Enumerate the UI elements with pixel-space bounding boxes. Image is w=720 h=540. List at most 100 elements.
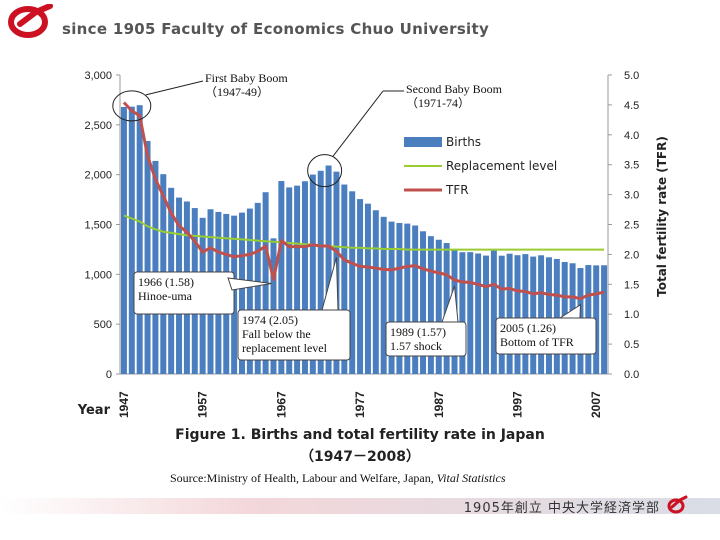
right-tick-label: 2.0 bbox=[624, 249, 639, 261]
right-tick-label: 1.5 bbox=[624, 279, 639, 291]
shock-157-text: 1.57 shock bbox=[390, 339, 442, 353]
fall-below-replacement-pointer bbox=[321, 257, 339, 311]
replacement-level-line bbox=[123, 214, 605, 251]
births-bar bbox=[301, 181, 308, 374]
right-tick-label: 2.5 bbox=[624, 220, 639, 232]
births-bar bbox=[286, 187, 293, 374]
shock-157-text: 1989 (1.57) bbox=[390, 325, 446, 339]
births-bar bbox=[396, 223, 403, 374]
births-bar bbox=[459, 252, 466, 374]
births-bar bbox=[317, 170, 324, 374]
right-tick-label: 5.0 bbox=[624, 70, 639, 82]
fall-below-replacement-text: 1974 (2.05) bbox=[242, 313, 298, 327]
left-tick-label: 2,000 bbox=[84, 170, 112, 182]
births-bar bbox=[309, 174, 316, 374]
first-baby-boom-text: （1947-49） bbox=[205, 85, 269, 99]
x-tick-label: 1967 bbox=[274, 391, 288, 418]
births-bar bbox=[545, 257, 552, 374]
x-tick-label: 1957 bbox=[196, 391, 210, 418]
fall-below-replacement-text: Fall below the bbox=[242, 327, 311, 341]
births-bar bbox=[498, 255, 505, 374]
figure-title: Figure 1. Births and total fertility rat… bbox=[175, 427, 545, 443]
bottom-tfr-pointer bbox=[558, 303, 581, 319]
births-bar bbox=[325, 165, 332, 374]
tfr-line bbox=[122, 101, 605, 301]
births-bar bbox=[506, 253, 513, 374]
chuo-university-logo-icon bbox=[8, 4, 53, 38]
x-tick-label: 1977 bbox=[353, 391, 367, 418]
fall-below-replacement-text: replacement level bbox=[242, 341, 328, 355]
fall-below-replacement-box bbox=[237, 309, 351, 361]
births-bar bbox=[364, 203, 371, 374]
births-bar bbox=[483, 255, 489, 374]
left-tick-label: 2,500 bbox=[84, 120, 112, 132]
births-bar bbox=[522, 254, 529, 374]
x-tick-label: 1997 bbox=[510, 391, 524, 418]
left-tick-label: 1,500 bbox=[84, 220, 112, 232]
left-tick-label: 3,000 bbox=[84, 70, 112, 82]
births-bar bbox=[538, 255, 545, 374]
figure-subtitle: （1947－2008） bbox=[300, 449, 420, 465]
left-tick-label: 0 bbox=[106, 369, 112, 381]
bottom-tfr-text: 2005 (1.26) bbox=[500, 321, 556, 335]
births-bar bbox=[412, 225, 419, 374]
second-baby-boom-text: （1971-74） bbox=[406, 96, 470, 110]
births-bar bbox=[601, 265, 608, 374]
legend-swatch-births bbox=[404, 137, 442, 147]
hinoe-uma-pointer bbox=[227, 277, 272, 291]
right-tick-label: 1.0 bbox=[624, 309, 639, 321]
footer-logo-icon bbox=[667, 495, 688, 514]
births-bar bbox=[349, 191, 356, 374]
source-note: Source:Ministry of Health, Labour and We… bbox=[170, 471, 506, 486]
births-bar bbox=[553, 258, 560, 374]
right-tick-label: 3.0 bbox=[624, 190, 639, 202]
births-tfr-chart: 0 500 1,000 1,500 2,000 2,500 3,000 0.0 0.5 1.0 1.… bbox=[77, 70, 669, 418]
first-baby-boom-text: First Baby Boom bbox=[205, 71, 288, 85]
births-bar bbox=[514, 255, 521, 374]
births-bar bbox=[490, 250, 497, 374]
births-bar bbox=[152, 160, 159, 374]
births-bar bbox=[380, 216, 387, 374]
births-bar bbox=[128, 106, 135, 374]
births-bar bbox=[341, 184, 348, 374]
shock-157-pointer bbox=[441, 285, 459, 323]
hinoe-uma-box bbox=[133, 271, 235, 315]
right-tick-label: 0.0 bbox=[624, 369, 639, 381]
right-tick-label: 4.0 bbox=[624, 130, 639, 142]
first-baby-boom-ellipse bbox=[112, 90, 152, 122]
births-bar bbox=[270, 238, 277, 374]
bottom-tfr-box bbox=[495, 317, 597, 355]
births-bar bbox=[278, 181, 285, 374]
births-bar bbox=[475, 253, 482, 374]
first-baby-boom-leader bbox=[145, 80, 204, 96]
second-baby-boom-ellipse bbox=[307, 154, 343, 188]
right-axis-title: Total fertility rate (TFR) bbox=[655, 136, 669, 297]
second-baby-boom-leader bbox=[332, 90, 384, 157]
births-bar bbox=[420, 231, 427, 374]
header: since 1905 Faculty of Economics Chuo Uni… bbox=[0, 0, 720, 60]
right-tick-label: 4.5 bbox=[624, 100, 639, 112]
births-bar bbox=[530, 256, 537, 374]
births-bar bbox=[144, 140, 151, 374]
x-axis-title: Year bbox=[77, 403, 111, 418]
births-bar bbox=[388, 221, 395, 374]
births-bar bbox=[427, 236, 434, 374]
legend-label-tfr: TFR bbox=[445, 183, 469, 197]
shock-157-box bbox=[385, 321, 467, 357]
legend-label-births: Births bbox=[446, 135, 481, 149]
births-bar bbox=[136, 105, 143, 374]
hinoe-uma-text: Hinoe-uma bbox=[138, 289, 193, 303]
source-publication: Vital Statistics bbox=[436, 471, 506, 485]
x-tick-label: 1947 bbox=[117, 391, 131, 418]
source-prefix: Source:Ministry of Health, Labour and We… bbox=[170, 471, 434, 485]
births-bar bbox=[467, 252, 474, 374]
left-tick-label: 500 bbox=[94, 319, 112, 331]
footer-text: 1905年創立 中央大学経済学部 bbox=[463, 501, 660, 516]
births-bar bbox=[357, 199, 364, 374]
births-bar bbox=[294, 185, 301, 374]
legend-label-replacement: Replacement level bbox=[446, 159, 557, 173]
births-bar bbox=[239, 212, 245, 374]
hinoe-uma-text: 1966 (1.58) bbox=[138, 275, 194, 289]
births-bar bbox=[246, 208, 253, 374]
right-tick-label: 3.5 bbox=[624, 160, 639, 172]
